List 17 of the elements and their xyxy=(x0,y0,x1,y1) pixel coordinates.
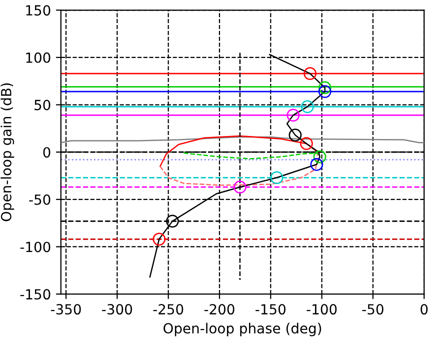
y-axis-title: Open-loop gain (dB) xyxy=(0,83,14,222)
x-tick-label: -50 xyxy=(362,304,384,315)
x-tick-label: -150 xyxy=(256,304,286,315)
y-tick-label: -150 xyxy=(20,289,50,300)
y-tick-label: 100 xyxy=(26,52,50,63)
y-tick-label: 50 xyxy=(34,100,50,110)
y-tick-label: -100 xyxy=(20,242,50,252)
x-tick-label: -200 xyxy=(204,304,234,315)
y-tick-label: -50 xyxy=(29,194,50,205)
x-axis-title: Open-loop phase (deg) xyxy=(164,322,322,336)
x-tick-label: -300 xyxy=(102,304,132,315)
x-tick-label: 0 xyxy=(420,304,428,315)
y-tick-label: 0 xyxy=(43,147,50,158)
x-tick-label: -350 xyxy=(50,304,81,315)
x-tick-label: -250 xyxy=(153,304,184,315)
x-tick-label: -100 xyxy=(306,304,337,315)
y-tick-label: 150 xyxy=(26,5,50,16)
